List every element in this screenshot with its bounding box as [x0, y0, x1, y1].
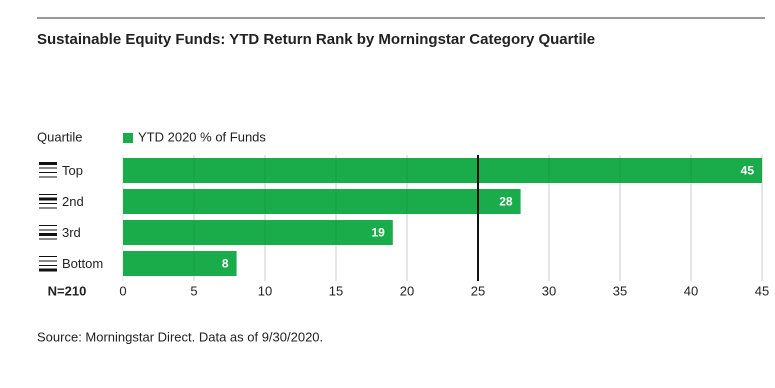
- sample-size: N=210: [48, 283, 87, 298]
- x-tick-label: 10: [258, 283, 272, 298]
- value-label: 19: [371, 226, 385, 240]
- category-label: Bottom: [62, 256, 103, 271]
- x-tick-label: 25: [471, 283, 485, 298]
- legend-swatch: [123, 133, 133, 143]
- x-tick-label: 0: [119, 283, 126, 298]
- legend-label: YTD 2020 % of Funds: [138, 129, 266, 144]
- category-header: Quartile: [37, 129, 83, 144]
- category-label: 3rd: [62, 225, 81, 240]
- bar: [123, 158, 762, 183]
- chart-title: Sustainable Equity Funds: YTD Return Ran…: [37, 31, 595, 48]
- x-tick-label: 35: [613, 283, 627, 298]
- x-tick-label: 40: [684, 283, 698, 298]
- x-tick-label: 30: [542, 283, 556, 298]
- x-tick-label: 5: [190, 283, 197, 298]
- bar: [123, 189, 521, 214]
- value-label: 28: [499, 195, 513, 209]
- value-label: 8: [222, 257, 229, 271]
- x-tick-label: 20: [400, 283, 414, 298]
- x-tick-label: 45: [755, 283, 769, 298]
- source-note: Source: Morningstar Direct. Data as of 9…: [37, 329, 323, 344]
- bar: [123, 220, 393, 245]
- category-label: Top: [62, 163, 83, 178]
- value-label: 45: [741, 164, 755, 178]
- bar: [123, 251, 237, 276]
- category-label: 2nd: [62, 194, 84, 209]
- x-tick-label: 15: [329, 283, 343, 298]
